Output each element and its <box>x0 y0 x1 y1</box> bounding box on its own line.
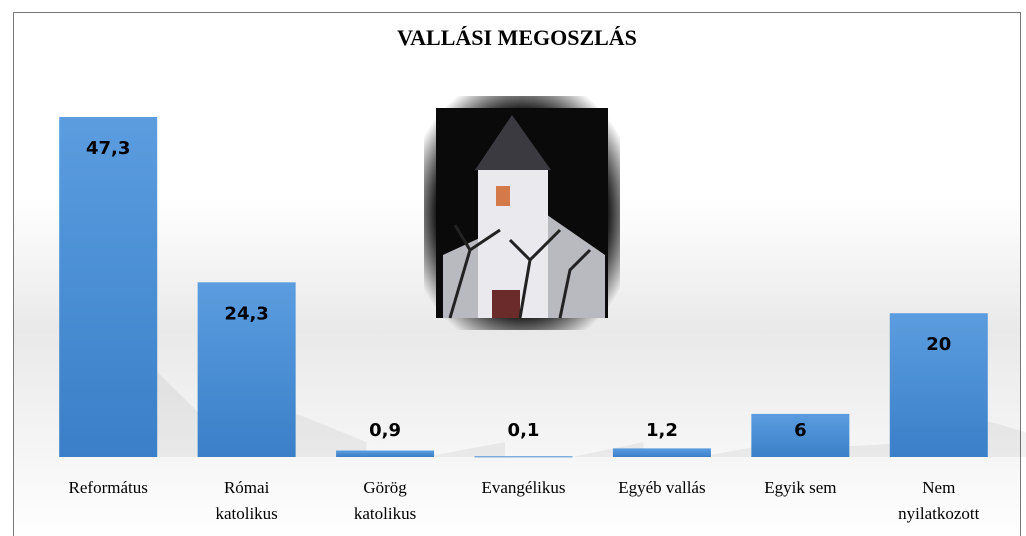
x-tick-label: Református <box>68 478 148 497</box>
x-tick-label: Egyéb vallás <box>618 478 706 497</box>
x-tick-label: Nem nyilatkozott <box>898 478 980 523</box>
bar <box>751 413 850 457</box>
bar <box>474 456 573 458</box>
bar <box>889 313 988 457</box>
value-label: 24,3 <box>224 303 268 324</box>
x-tick-label: Egyik sem <box>764 478 837 497</box>
bar <box>197 282 296 457</box>
value-label: 1,2 <box>646 420 678 441</box>
bar <box>612 448 711 457</box>
value-label: 20 <box>926 334 951 355</box>
church-photo <box>424 96 620 330</box>
value-label: 6 <box>794 420 807 441</box>
x-tick-label: Evangélikus <box>481 478 566 497</box>
x-tick-label: Görög katolikus <box>353 478 417 523</box>
bar-shadow <box>987 421 1026 457</box>
bar-shadow <box>295 413 367 457</box>
bar <box>59 117 158 457</box>
value-label: 47,3 <box>86 138 130 159</box>
value-label: 0,9 <box>369 420 401 441</box>
bar <box>336 450 435 457</box>
chart-title: VALLÁSI MEGOSZLÁS <box>397 25 637 50</box>
bar-shadow <box>434 442 506 457</box>
value-label: 0,1 <box>508 420 540 441</box>
x-tick-label: Római katolikus <box>215 478 278 523</box>
